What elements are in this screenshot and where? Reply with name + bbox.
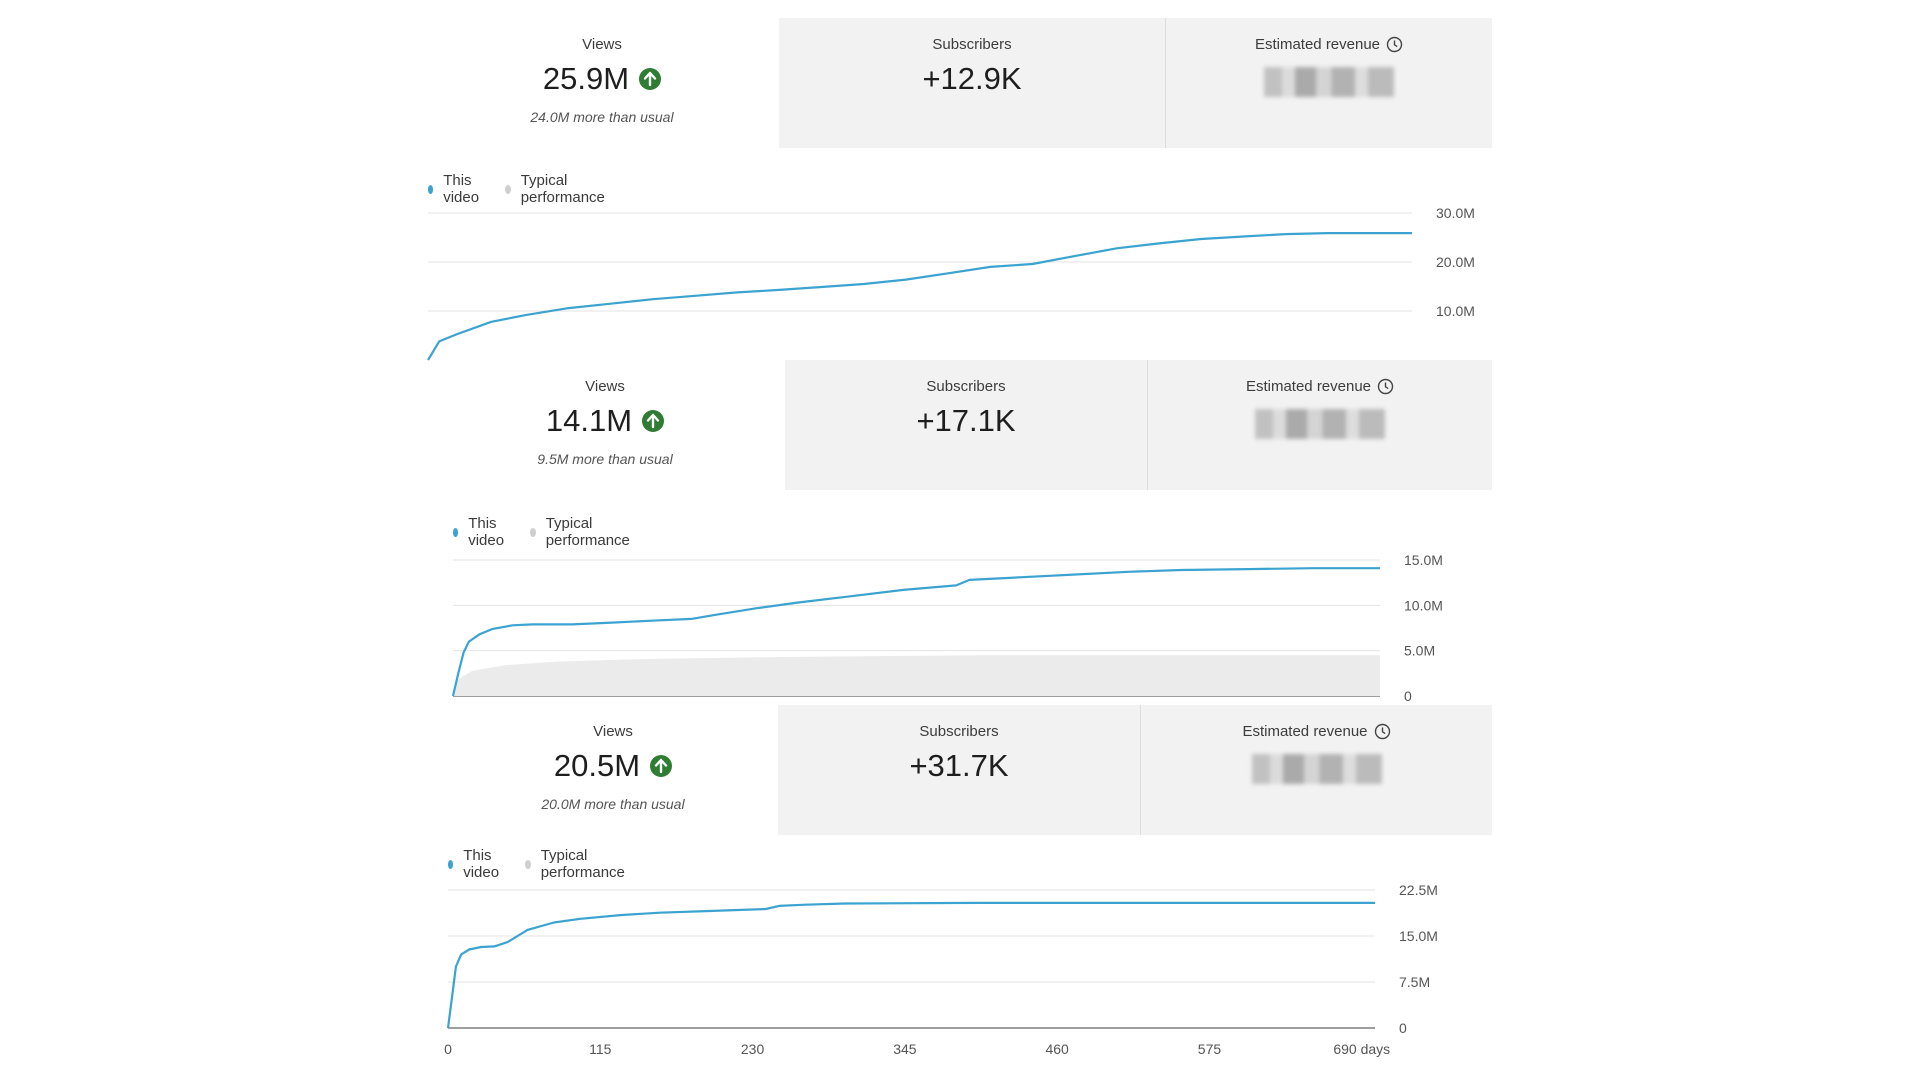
typical-dot-icon [524,859,531,869]
revenue-card[interactable]: Estimated revenue [1165,18,1492,148]
y-tick-label: 22.5M [1399,882,1438,898]
legend-2: This video Typical performance [453,515,633,549]
typical-dot-icon [529,527,536,537]
subscribers-label: Subscribers [919,723,999,740]
legend-this-video[interactable]: This video [453,515,508,549]
this-video-dot-icon [448,859,454,869]
revenue-label: Estimated revenue [1242,723,1368,740]
y-tick-label: 7.5M [1399,974,1430,990]
legend-typical-label: Typical performance [545,515,630,549]
y-tick-label: 15.0M [1404,552,1443,568]
subscribers-label: Subscribers [926,378,1006,395]
revenue-label-row: Estimated revenue [1242,723,1390,740]
arrow-up-icon [639,68,662,90]
views-card[interactable]: Views 25.9M 24.0M more than usual [425,18,779,148]
revenue-label-row: Estimated revenue [1246,378,1394,395]
views-label: Views [585,378,625,395]
legend-this-video[interactable]: This video [448,847,503,881]
views-chart-3: 0 7.5M 15.0M 22.5M 0 115 230 345 460 575 690 days [444,882,1438,1057]
blurred-revenue-value [1251,754,1382,784]
views-value: 25.9M [542,61,630,96]
views-note: 9.5M more than usual [537,451,673,467]
views-value-row: 14.1M [545,403,665,439]
x-tick-label: 230 [741,1041,765,1057]
this-video-dot-icon [428,184,434,194]
x-tick-label: 690 days [1333,1041,1390,1057]
x-tick-label: 575 [1198,1041,1222,1057]
views-value: 14.1M [545,403,633,438]
this-video-dot-icon [453,527,459,537]
views-chart-2: 0 5.0M 10.0M 15.0M [451,552,1443,704]
clock-icon [1374,723,1390,740]
views-value-row: 20.5M [553,748,673,784]
revenue-card[interactable]: Estimated revenue [1147,360,1492,490]
y-tick-label: 30.0M [1436,205,1475,221]
legend-typical-label: Typical performance [520,172,605,206]
this-video-line[interactable] [427,232,1412,361]
this-video-line[interactable] [451,567,1380,697]
views-value-row: 25.9M [542,61,662,97]
revenue-card[interactable]: Estimated revenue [1140,705,1492,835]
legend-typical-label: Typical performance [540,847,625,881]
arrow-up-icon [642,410,665,432]
y-tick-label: 10.0M [1404,597,1443,613]
blurred-revenue-value [1255,409,1385,439]
views-value: 20.5M [553,748,641,783]
subscribers-label: Subscribers [932,36,1012,53]
typical-dot-icon [504,184,511,194]
views-card[interactable]: Views 20.5M 20.0M more than usual [448,705,778,835]
legend-typical[interactable]: Typical performance [529,515,633,549]
revenue-label: Estimated revenue [1245,378,1372,395]
views-label: Views [593,723,633,740]
x-tick-label: 460 [1045,1041,1069,1057]
legend-typical[interactable]: Typical performance [524,847,628,881]
clock-icon [1377,378,1394,395]
revenue-label-row: Estimated revenue [1255,36,1403,53]
subscribers-card[interactable]: Subscribers +12.9K [779,18,1165,148]
legend-1: This video Typical performance [428,172,608,206]
clock-icon [1386,36,1403,53]
metric-cards-3: Views 20.5M 20.0M more than usual Subscr… [448,705,1492,835]
arrow-up-icon [650,755,673,777]
blurred-revenue-value [1264,67,1394,97]
y-tick-label: 0 [1399,1020,1407,1036]
subscribers-card[interactable]: Subscribers +31.7K [778,705,1140,835]
legend-this-video-label: This video [463,847,500,881]
x-tick-label: 115 [589,1041,612,1057]
subscribers-value: +12.9K [922,61,1022,96]
legend-this-video[interactable]: This video [428,172,483,206]
y-tick-label: 10.0M [1436,303,1475,319]
this-video-line[interactable] [446,901,1375,1029]
y-tick-label: 20.0M [1436,254,1475,270]
x-tick-label: 0 [444,1041,452,1057]
metric-cards-1: Views 25.9M 24.0M more than usual Subscr… [425,18,1492,148]
y-tick-label: 15.0M [1399,928,1438,944]
subscribers-value: +31.7K [909,748,1009,783]
views-label: Views [582,36,622,53]
legend-3: This video Typical performance [448,847,628,881]
legend-this-video-label: This video [443,172,480,206]
typical-performance-band [453,655,1380,696]
views-chart-1: 10.0M 20.0M 30.0M [427,205,1475,361]
legend-typical[interactable]: Typical performance [504,172,608,206]
subscribers-value: +17.1K [916,403,1016,438]
metric-cards-2: Views 14.1M 9.5M more than usual Subscri… [425,360,1492,490]
y-tick-label: 0 [1404,688,1412,704]
legend-this-video-label: This video [468,515,505,549]
views-note: 20.0M more than usual [541,796,685,812]
y-tick-label: 5.0M [1404,643,1435,659]
revenue-label: Estimated revenue [1254,36,1381,53]
views-note: 24.0M more than usual [530,109,674,125]
x-tick-label: 345 [893,1041,917,1057]
subscribers-card[interactable]: Subscribers +17.1K [785,360,1147,490]
views-card[interactable]: Views 14.1M 9.5M more than usual [425,360,785,490]
